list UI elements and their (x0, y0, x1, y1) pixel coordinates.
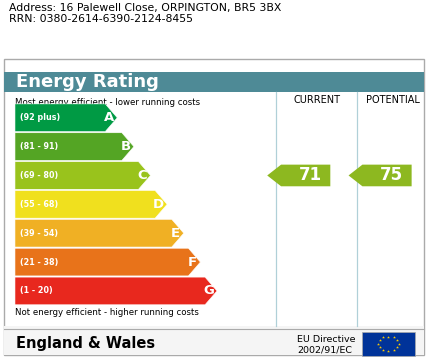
Text: 75: 75 (380, 166, 403, 184)
Text: (55 - 68): (55 - 68) (20, 200, 58, 209)
Text: G: G (203, 285, 214, 297)
Text: F: F (187, 256, 196, 268)
Text: E: E (171, 227, 180, 240)
Text: (69 - 80): (69 - 80) (20, 171, 58, 180)
Polygon shape (15, 190, 167, 218)
Bar (4, 72, 424, 92)
Polygon shape (267, 165, 330, 186)
Polygon shape (15, 277, 217, 305)
Polygon shape (15, 219, 184, 247)
Polygon shape (348, 165, 412, 186)
Text: (1 - 20): (1 - 20) (20, 286, 53, 295)
Text: Most energy efficient - lower running costs: Most energy efficient - lower running co… (15, 98, 200, 107)
Polygon shape (15, 161, 151, 189)
Bar (4, 326, 424, 355)
Text: CURRENT: CURRENT (293, 96, 340, 106)
Text: A: A (104, 111, 114, 124)
Text: EU Directive: EU Directive (297, 335, 356, 344)
Text: D: D (153, 198, 164, 211)
Bar (362, 332, 415, 356)
Text: (92 plus): (92 plus) (20, 113, 60, 122)
Text: RRN: 0380-2614-6390-2124-8455: RRN: 0380-2614-6390-2124-8455 (9, 14, 193, 24)
Polygon shape (15, 248, 200, 276)
Text: C: C (137, 169, 147, 182)
Text: POTENTIAL: POTENTIAL (366, 96, 419, 106)
Text: (21 - 38): (21 - 38) (20, 257, 59, 267)
Text: (39 - 54): (39 - 54) (20, 229, 58, 238)
Text: Not energy efficient - higher running costs: Not energy efficient - higher running co… (15, 308, 199, 318)
Polygon shape (15, 133, 134, 160)
Text: England & Wales: England & Wales (16, 336, 155, 351)
Text: 71: 71 (298, 166, 321, 184)
Text: Energy Rating: Energy Rating (16, 73, 159, 91)
Text: 2002/91/EC: 2002/91/EC (297, 345, 353, 354)
Text: Address: 16 Palewell Close, ORPINGTON, BR5 3BX: Address: 16 Palewell Close, ORPINGTON, B… (9, 3, 282, 13)
Polygon shape (15, 104, 117, 131)
Text: B: B (120, 140, 131, 153)
Text: (81 - 91): (81 - 91) (20, 142, 58, 151)
